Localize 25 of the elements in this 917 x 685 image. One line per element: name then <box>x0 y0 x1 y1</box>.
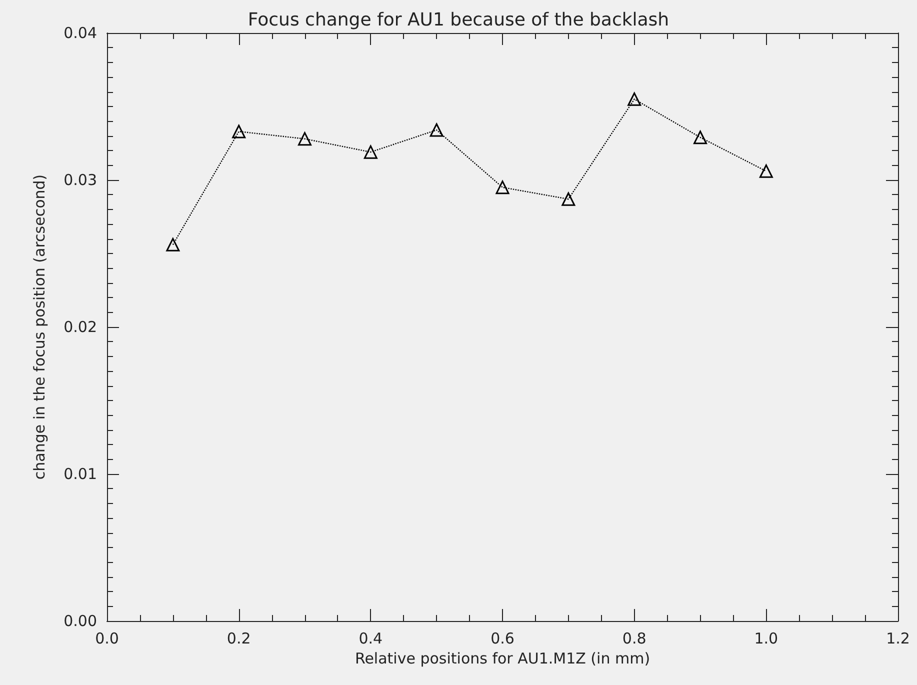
x-tick-label: 0.8 <box>622 630 646 648</box>
y-axis-title: change in the focus position (arcsecond) <box>30 174 48 480</box>
point <box>628 92 642 106</box>
point <box>298 132 312 146</box>
x-tick-label: 0.4 <box>358 630 383 648</box>
point <box>430 123 444 137</box>
x-tick-label: 0.0 <box>95 630 119 648</box>
y-tick-label: 0.04 <box>64 24 97 42</box>
x-tick-label: 1.0 <box>754 630 778 648</box>
y-tick-label: 0.00 <box>64 612 97 630</box>
point <box>364 145 378 159</box>
x-axis-title: Relative positions for AU1.M1Z (in mm) <box>354 650 650 668</box>
x-tick-label: 0.6 <box>490 630 514 648</box>
point <box>232 124 246 138</box>
point <box>562 192 576 206</box>
point <box>694 130 707 144</box>
y-tick-label: 0.01 <box>64 465 97 483</box>
y-tick-label: 0.03 <box>64 171 97 189</box>
y-tick-label: 0.02 <box>64 318 97 336</box>
x-tick-label: 0.2 <box>226 630 251 648</box>
chart-title: Focus change for AU1 because of the backlash <box>248 10 670 30</box>
point <box>166 238 180 252</box>
point <box>496 180 510 194</box>
point <box>759 164 773 178</box>
x-tick-label: 1.2 <box>886 630 910 648</box>
